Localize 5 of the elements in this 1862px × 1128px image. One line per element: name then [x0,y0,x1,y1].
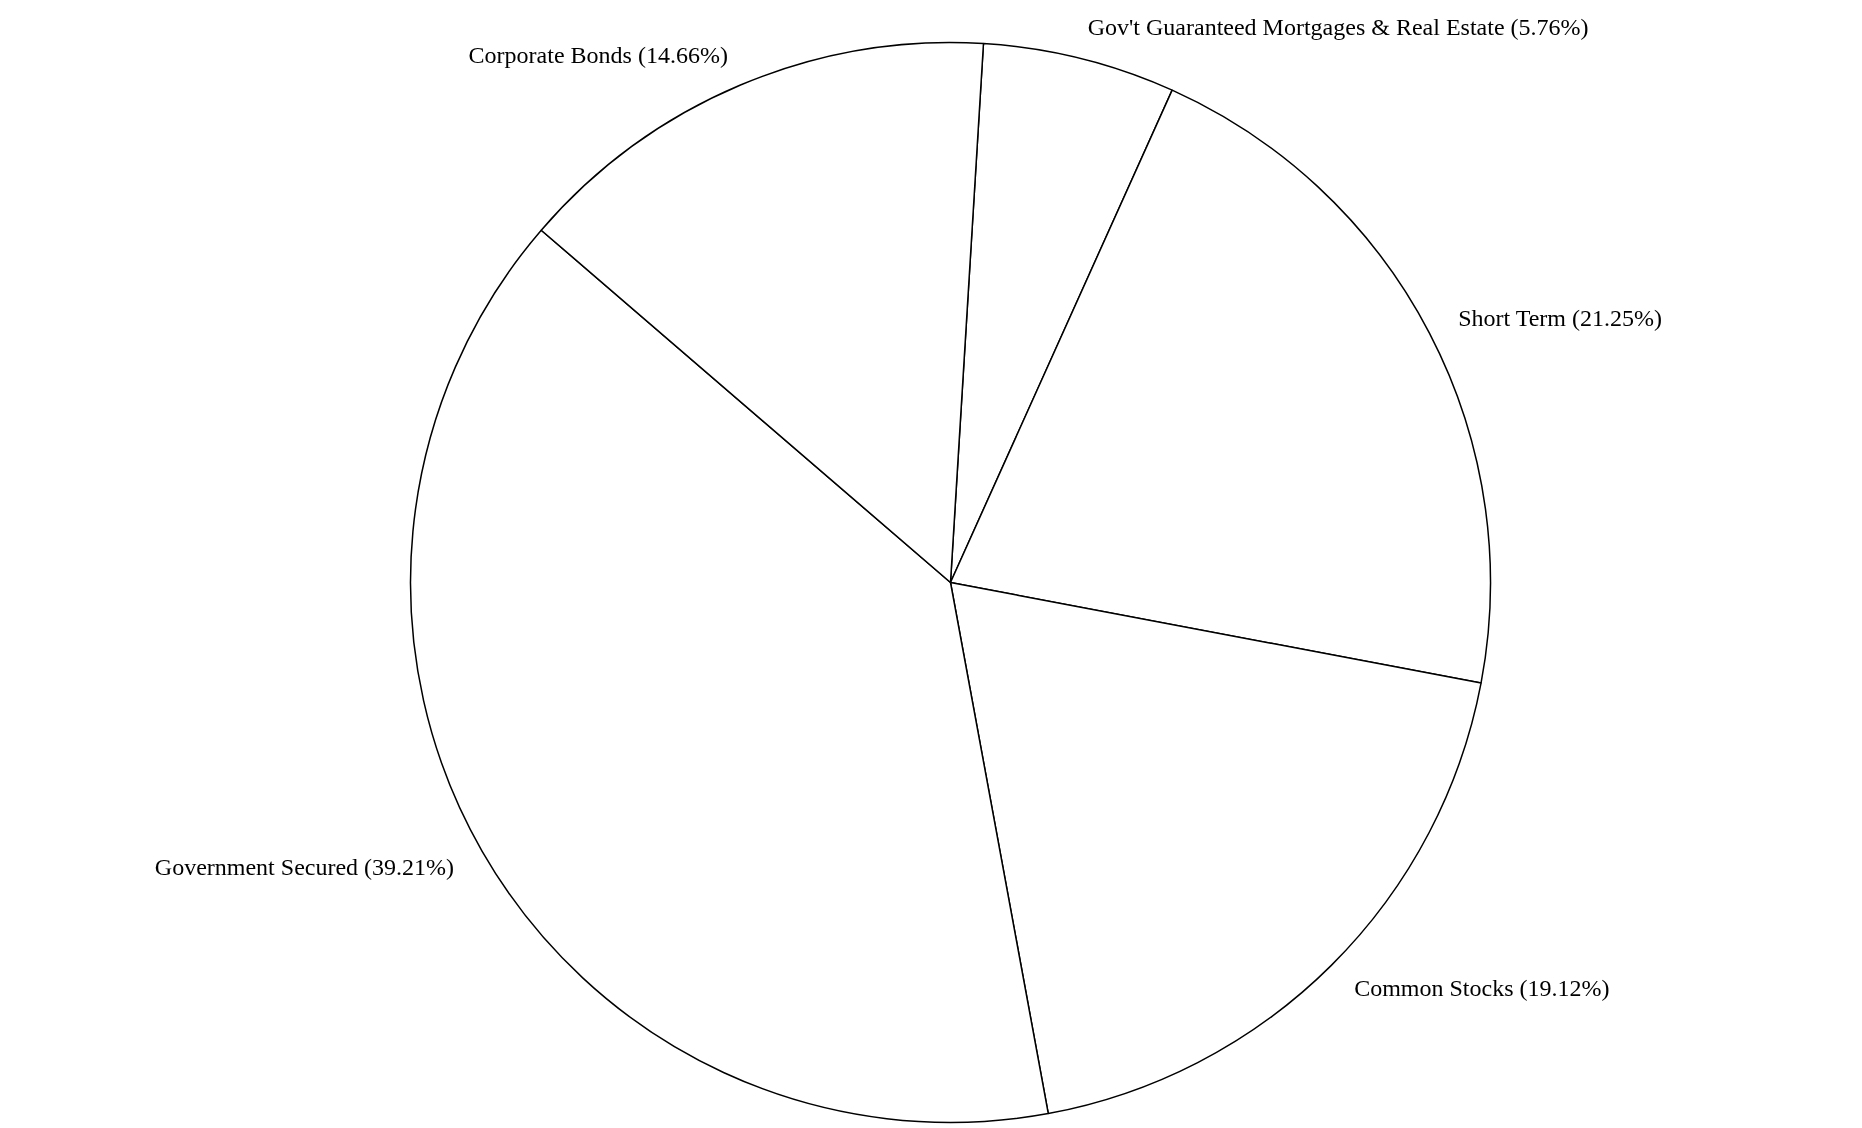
slice-label: Government Secured (39.21%) [154,854,455,881]
slice-label: Common Stocks (19.12%) [1354,975,1610,1002]
slice-label: Short Term (21.25%) [1458,305,1663,332]
slice-label: Gov't Guaranteed Mortgages & Real Estate (5.76%) [1087,13,1589,40]
slice-label: Corporate Bonds (14.66%) [468,42,728,69]
